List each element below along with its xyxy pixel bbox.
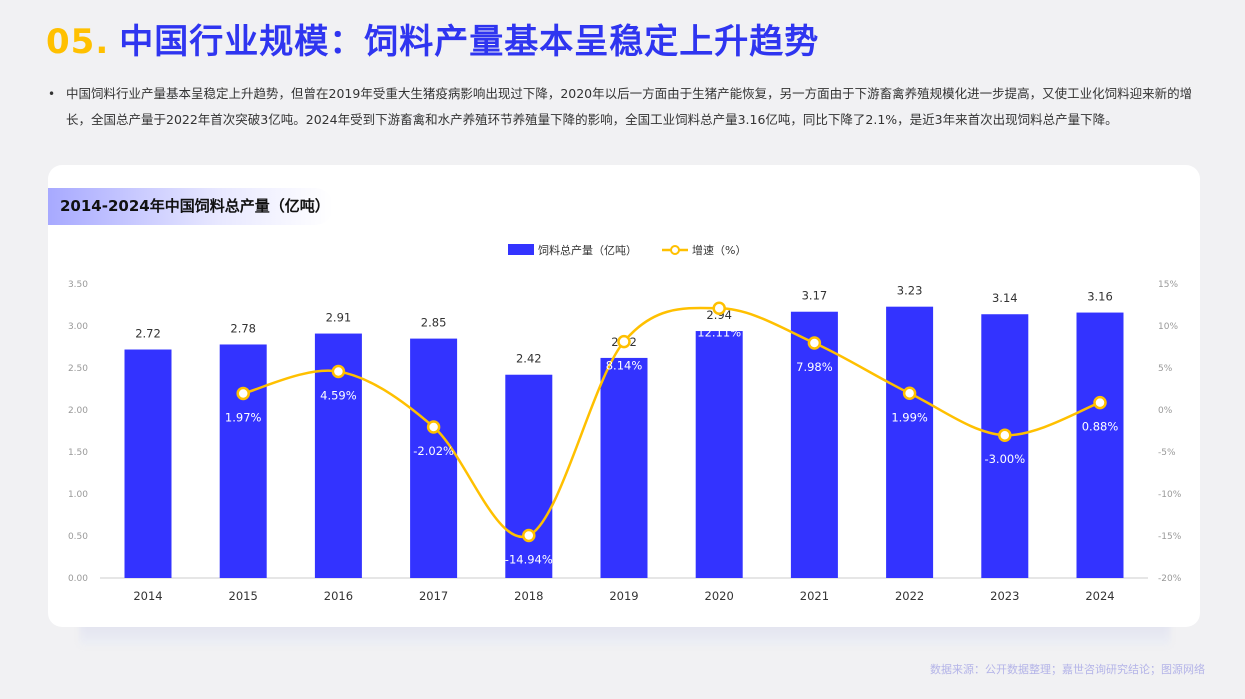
bar-label: 2.78 (230, 321, 256, 335)
growth-label: 7.98% (796, 360, 833, 374)
y-left-tick: 0.00 (68, 574, 88, 584)
legend-line-marker (670, 245, 680, 255)
growth-point (1093, 395, 1107, 410)
growth-line (242, 306, 1101, 539)
growth-point (426, 420, 441, 434)
y-left-tick: 1.50 (68, 448, 88, 458)
bar (886, 306, 934, 578)
bar-label: 3.16 (1087, 290, 1113, 304)
bar (695, 331, 743, 578)
bar-label: 3.23 (897, 284, 923, 298)
legend-bar-label: 饲料总产量（亿吨） (538, 243, 637, 257)
bar (790, 311, 838, 578)
x-tick: 2016 (324, 589, 353, 603)
growth-point (807, 336, 822, 350)
y-left-tick: 0.50 (68, 532, 88, 542)
chart-title: 2014-2024年中国饲料总产量（亿吨） (48, 188, 333, 225)
y-right-tick: -20% (1158, 574, 1182, 584)
growth-point (522, 528, 536, 543)
growth-label: 4.59% (320, 388, 357, 402)
source-note: 数据来源：公开数据整理；嘉世咨询研究结论；图源网络 (930, 663, 1205, 676)
bar-label: 3.14 (992, 291, 1018, 305)
growth-label: 1.97% (225, 410, 262, 424)
bar (505, 374, 553, 578)
x-tick: 2022 (895, 589, 924, 603)
bar (124, 349, 172, 578)
growth-point (712, 301, 726, 316)
growth-point (902, 386, 917, 401)
page-title: 05. 中国行业规模：饲料产量基本呈稳定上升趋势 (46, 22, 820, 62)
bar-label: 2.94 (706, 308, 732, 322)
bar (1076, 312, 1124, 578)
bar-label: 3.17 (802, 289, 828, 303)
bar-label: 2.72 (135, 327, 161, 341)
y-left-tick: 3.00 (68, 322, 88, 332)
bar (600, 357, 648, 578)
x-tick: 2015 (229, 589, 258, 603)
growth-point (236, 386, 250, 401)
y-left-tick: 3.50 (68, 280, 88, 290)
description-paragraph: 中国饲料行业产量基本呈稳定上升趋势，但曾在2019年受重大生猪疫病影响出现过下降… (66, 86, 1193, 127)
x-tick: 2021 (800, 589, 829, 603)
y-right-tick: 5% (1158, 364, 1173, 374)
x-tick: 2017 (419, 589, 448, 603)
growth-label: -14.94% (505, 552, 553, 566)
y-right-tick: 0% (1158, 406, 1173, 416)
x-tick: 2020 (705, 589, 734, 603)
growth-label: 8.14% (606, 359, 643, 373)
growth-label: 1.99% (891, 410, 928, 424)
x-tick: 2018 (514, 589, 543, 603)
y-right-tick: -10% (1158, 490, 1182, 500)
bar-label: 2.42 (516, 352, 542, 366)
y-right-tick: -15% (1158, 532, 1182, 542)
y-right-tick: 10% (1158, 322, 1178, 332)
x-tick: 2024 (1085, 589, 1114, 603)
growth-label: -2.02% (413, 444, 454, 458)
bar-label: 2.91 (326, 311, 352, 325)
growth-point (331, 364, 346, 379)
legend-line-label: 增速（%） (692, 243, 746, 257)
bar (981, 314, 1029, 578)
y-left-tick: 2.50 (68, 364, 88, 374)
growth-label: 0.88% (1082, 420, 1119, 434)
growth-point (998, 428, 1012, 442)
y-left-tick: 2.00 (68, 406, 88, 416)
growth-label: -3.00% (984, 452, 1025, 466)
x-tick: 2014 (133, 589, 162, 603)
growth-label: 12.11% (697, 325, 741, 339)
x-tick: 2023 (990, 589, 1019, 603)
growth-point (617, 334, 631, 349)
x-tick: 2019 (609, 589, 638, 603)
y-right-tick: -5% (1158, 448, 1176, 458)
bar (410, 338, 458, 578)
legend-bar-swatch (508, 244, 534, 255)
y-left-tick: 1.00 (68, 490, 88, 500)
bullet-icon: • (48, 87, 56, 101)
bar-label: 2.85 (421, 316, 447, 330)
bar (219, 344, 267, 578)
y-right-tick: 15% (1158, 280, 1178, 290)
